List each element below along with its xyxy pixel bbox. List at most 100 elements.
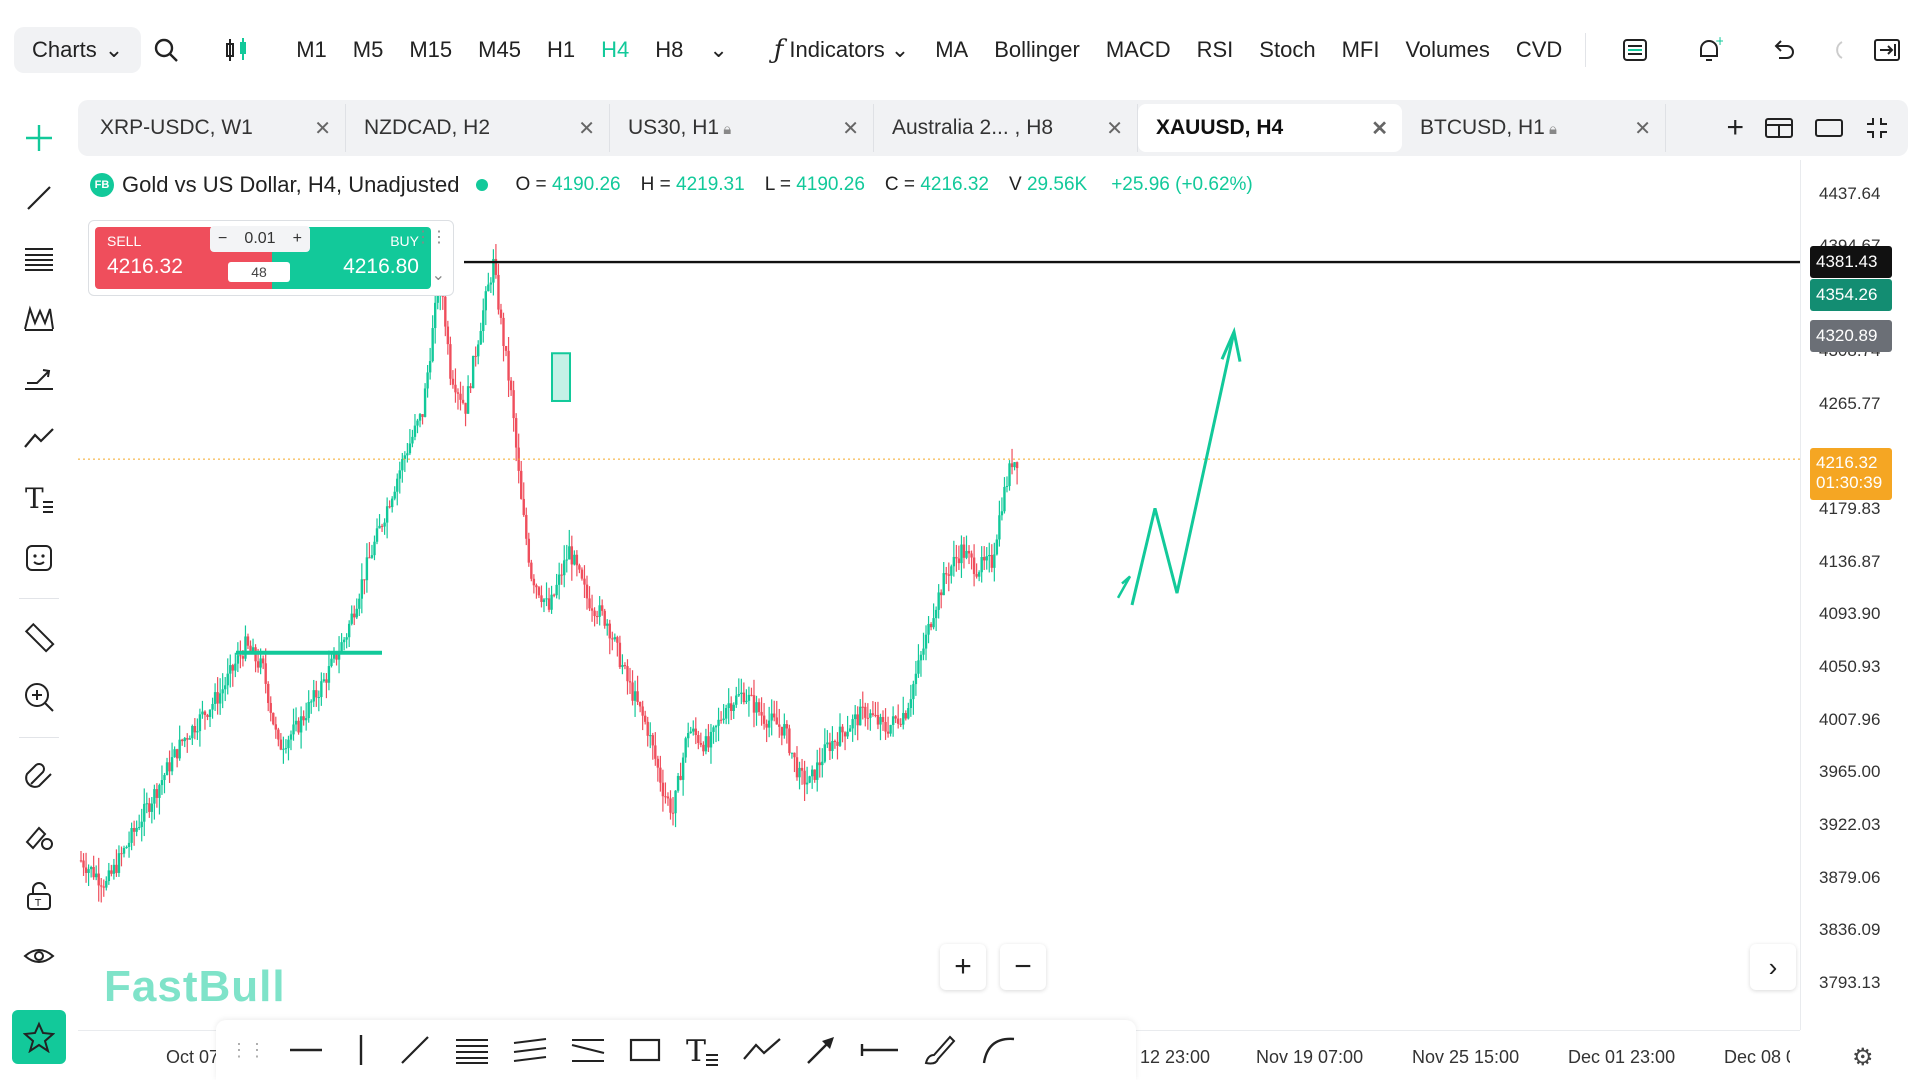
timeframe-m1[interactable]: M1 bbox=[296, 37, 327, 62]
undo-icon[interactable] bbox=[1760, 27, 1806, 73]
indicator-bollinger[interactable]: Bollinger bbox=[994, 37, 1080, 62]
plus-icon[interactable]: + bbox=[292, 230, 302, 247]
timeframe-m15[interactable]: M15 bbox=[409, 37, 453, 62]
indicator-stoch[interactable]: Stoch bbox=[1259, 37, 1316, 62]
fullscreen-icon[interactable] bbox=[1864, 115, 1890, 141]
chevron-down-icon[interactable]: ⌄ bbox=[431, 267, 445, 284]
chevron-down-icon: ⌄ bbox=[890, 37, 910, 62]
tab-australia[interactable]: Australia 2... , H8 ✕ bbox=[874, 104, 1138, 152]
redo-icon[interactable] bbox=[1824, 27, 1846, 73]
fib-retracement-icon[interactable] bbox=[454, 1035, 490, 1065]
close-icon[interactable]: ✕ bbox=[1634, 117, 1651, 140]
visibility-eye-icon[interactable] bbox=[15, 932, 63, 980]
indicator-rsi[interactable]: RSI bbox=[1196, 37, 1234, 62]
candle bbox=[633, 680, 637, 717]
horizontal-line-icon[interactable] bbox=[288, 1035, 324, 1065]
tab-us30[interactable]: US30, H1 🔒︎ ✕ bbox=[610, 104, 874, 152]
zoom-in-icon[interactable] bbox=[15, 673, 63, 721]
candle bbox=[140, 808, 143, 842]
minus-icon[interactable]: − bbox=[218, 230, 228, 247]
tab-xauusd[interactable]: XAUUSD, H4 ✕ bbox=[1138, 104, 1402, 152]
close-icon[interactable]: ✕ bbox=[314, 117, 331, 140]
chart-settings-gear-icon[interactable]: ⚙ bbox=[1852, 1044, 1874, 1071]
candle bbox=[937, 584, 940, 619]
candle bbox=[449, 336, 452, 386]
buy-button[interactable]: BUY 4216.80 bbox=[309, 227, 431, 289]
arc-icon[interactable] bbox=[980, 1033, 1016, 1067]
tab-btcusd[interactable]: BTCUSD, H1 🔒︎ ✕ bbox=[1402, 104, 1666, 152]
brush-icon[interactable] bbox=[922, 1033, 958, 1067]
favorite-star-button[interactable] bbox=[12, 1010, 66, 1064]
timeframe-m45[interactable]: M45 bbox=[478, 37, 521, 62]
close-icon[interactable]: ✕ bbox=[1371, 117, 1388, 140]
candle bbox=[418, 412, 422, 428]
tab-xrp-usdc[interactable]: XRP-USDC, W1 ✕ bbox=[82, 104, 346, 152]
lock-drawings-icon[interactable]: T bbox=[15, 872, 63, 920]
arrow-icon[interactable] bbox=[804, 1033, 838, 1067]
indicators-dropdown[interactable]: ƒ Indicators ⌄ bbox=[761, 35, 922, 65]
drag-handle-icon[interactable]: ⋮⋮ bbox=[230, 1039, 266, 1060]
layout-single-icon[interactable] bbox=[1814, 116, 1844, 140]
close-icon[interactable]: ✕ bbox=[842, 117, 859, 140]
magnet-icon[interactable] bbox=[15, 752, 63, 800]
indicator-cvd[interactable]: CVD bbox=[1515, 37, 1563, 62]
quantity-stepper[interactable]: − 0.01 + bbox=[210, 226, 310, 252]
timeframe-more-chevron-icon[interactable]: ⌄ bbox=[709, 37, 728, 62]
candle bbox=[557, 562, 561, 600]
candle bbox=[277, 727, 280, 747]
projection-icon[interactable] bbox=[15, 354, 63, 402]
chart-type-candles-icon[interactable] bbox=[223, 27, 251, 73]
candle bbox=[793, 752, 796, 773]
parallel-channel-icon[interactable] bbox=[512, 1035, 548, 1065]
ray-icon[interactable] bbox=[860, 1035, 900, 1065]
trend-line-icon[interactable] bbox=[15, 174, 63, 222]
trend-line-icon[interactable] bbox=[398, 1035, 432, 1065]
layout-split-icon[interactable] bbox=[1764, 116, 1794, 140]
text-tool-icon[interactable]: T bbox=[15, 474, 63, 522]
search-icon[interactable] bbox=[153, 27, 179, 73]
indicator-volumes[interactable]: Volumes bbox=[1405, 37, 1490, 62]
indicator-macd[interactable]: MACD bbox=[1105, 37, 1171, 62]
candle bbox=[221, 673, 224, 709]
symbol-legend: FB Gold vs US Dollar, H4, Unadjusted O =… bbox=[90, 172, 1253, 198]
high-label: H = bbox=[640, 174, 671, 195]
ruler-icon[interactable] bbox=[15, 613, 63, 661]
charts-dropdown[interactable]: Charts ⌄ bbox=[14, 27, 142, 73]
brush-settings-icon[interactable] bbox=[15, 812, 63, 860]
timeframe-h1[interactable]: H1 bbox=[546, 37, 576, 62]
candle bbox=[545, 582, 548, 607]
zoom-in-button[interactable]: + bbox=[940, 944, 986, 990]
vertical-line-icon[interactable] bbox=[346, 1033, 376, 1067]
candle bbox=[261, 655, 265, 670]
exit-fullscreen-icon[interactable] bbox=[1864, 27, 1910, 73]
indicator-mfi[interactable]: MFI bbox=[1341, 37, 1380, 62]
candle bbox=[902, 696, 905, 730]
symbol-title: Gold vs US Dollar, H4, Unadjusted bbox=[122, 172, 460, 197]
pattern-icon[interactable] bbox=[15, 294, 63, 342]
timeframe-h4[interactable]: H4 bbox=[601, 37, 630, 62]
crosshair-icon[interactable] bbox=[15, 114, 63, 162]
tab-nzdcad[interactable]: NZDCAD, H2 ✕ bbox=[346, 104, 610, 152]
add-tab-icon[interactable]: + bbox=[1726, 111, 1744, 144]
scroll-right-button[interactable]: › bbox=[1750, 944, 1796, 990]
emoji-sticker-icon[interactable] bbox=[15, 534, 63, 582]
candle bbox=[851, 714, 854, 742]
regression-channel-icon[interactable] bbox=[570, 1035, 606, 1065]
alert-bell-icon[interactable]: + bbox=[1686, 27, 1732, 73]
timeframe-m5[interactable]: M5 bbox=[352, 37, 384, 62]
polyline-icon[interactable] bbox=[742, 1035, 782, 1065]
close-icon[interactable]: ✕ bbox=[578, 117, 595, 140]
candle bbox=[752, 679, 756, 728]
polyline-icon[interactable] bbox=[15, 414, 63, 462]
price-axis[interactable]: 4437.64 4394.67 4308.74 4265.77 4179.83 … bbox=[1800, 160, 1920, 1030]
zoom-out-button[interactable]: − bbox=[1000, 944, 1046, 990]
drag-handle-icon[interactable]: ⋮⋮ bbox=[415, 229, 447, 246]
fib-levels-icon[interactable] bbox=[15, 234, 63, 282]
text-tool-icon[interactable]: T bbox=[684, 1033, 720, 1067]
layers-icon[interactable] bbox=[1612, 27, 1658, 73]
price-chart[interactable] bbox=[78, 160, 1800, 1030]
close-icon[interactable]: ✕ bbox=[1106, 117, 1123, 140]
indicator-ma[interactable]: MA bbox=[935, 37, 969, 62]
timeframe-h8[interactable]: H8 bbox=[655, 37, 684, 62]
rectangle-icon[interactable] bbox=[628, 1035, 662, 1065]
